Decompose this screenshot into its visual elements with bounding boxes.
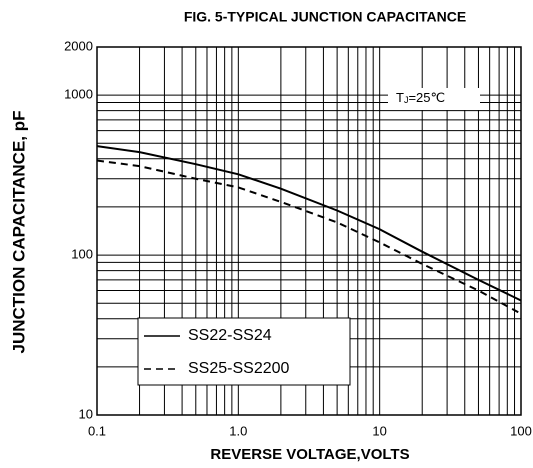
annotation-symbol: T [396, 90, 404, 105]
chart-title: FIG. 5-TYPICAL JUNCTION CAPACITANCE [184, 9, 466, 25]
line-series [96, 145, 522, 302]
x-tick-label: 100 [510, 423, 532, 438]
plot-frame [96, 46, 522, 416]
legend-label: SS22-SS24 [188, 327, 272, 344]
x-axis-label: REVERSE VOLTAGE,VOLTS [210, 446, 409, 463]
annotation-subscript: J [404, 95, 409, 105]
x-tick-label: 0.1 [88, 423, 106, 438]
line-series [96, 159, 522, 315]
legend-label: SS25-SS2200 [188, 360, 290, 377]
annotation-text: =25℃ [408, 90, 445, 105]
annotation: TJ=25℃ [396, 90, 445, 105]
y-tick-label: 1000 [64, 87, 93, 102]
y-tick-label: 10 [79, 406, 93, 421]
legend-box [137, 317, 351, 386]
x-tick-label: 1.0 [229, 423, 247, 438]
x-tick-label: 10 [372, 423, 386, 438]
y-axis-label: JUNCTION CAPACITANCE, pF [9, 110, 28, 353]
annotation-box [388, 88, 480, 110]
y-tick-label: 100 [71, 247, 93, 262]
y-tick-label: 2000 [64, 38, 93, 53]
